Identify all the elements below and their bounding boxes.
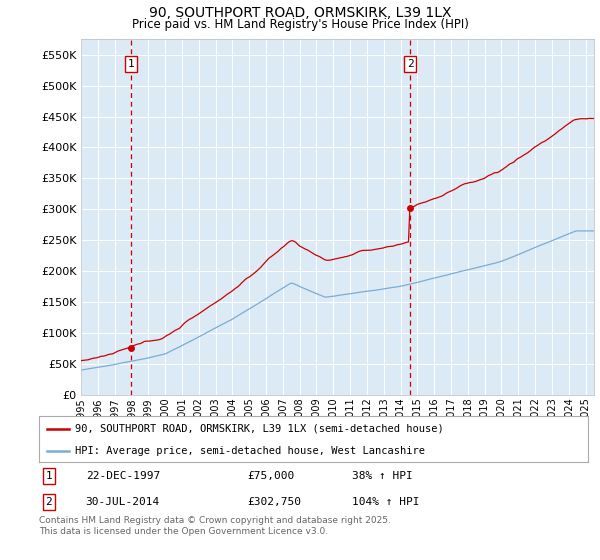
Text: 90, SOUTHPORT ROAD, ORMSKIRK, L39 1LX (semi-detached house): 90, SOUTHPORT ROAD, ORMSKIRK, L39 1LX (s… [74,424,443,434]
Text: Price paid vs. HM Land Registry's House Price Index (HPI): Price paid vs. HM Land Registry's House … [131,18,469,31]
Text: 2: 2 [407,59,414,69]
Text: 90, SOUTHPORT ROAD, ORMSKIRK, L39 1LX: 90, SOUTHPORT ROAD, ORMSKIRK, L39 1LX [149,6,451,20]
Text: HPI: Average price, semi-detached house, West Lancashire: HPI: Average price, semi-detached house,… [74,446,425,455]
Text: 22-DEC-1997: 22-DEC-1997 [86,471,160,480]
Text: 30-JUL-2014: 30-JUL-2014 [86,497,160,507]
Text: £302,750: £302,750 [248,497,302,507]
Text: Contains HM Land Registry data © Crown copyright and database right 2025.
This d: Contains HM Land Registry data © Crown c… [39,516,391,536]
Text: £75,000: £75,000 [248,471,295,480]
Text: 104% ↑ HPI: 104% ↑ HPI [352,497,419,507]
Text: 2: 2 [46,497,52,507]
Text: 1: 1 [46,471,52,480]
Text: 1: 1 [128,59,134,69]
Text: 38% ↑ HPI: 38% ↑ HPI [352,471,413,480]
